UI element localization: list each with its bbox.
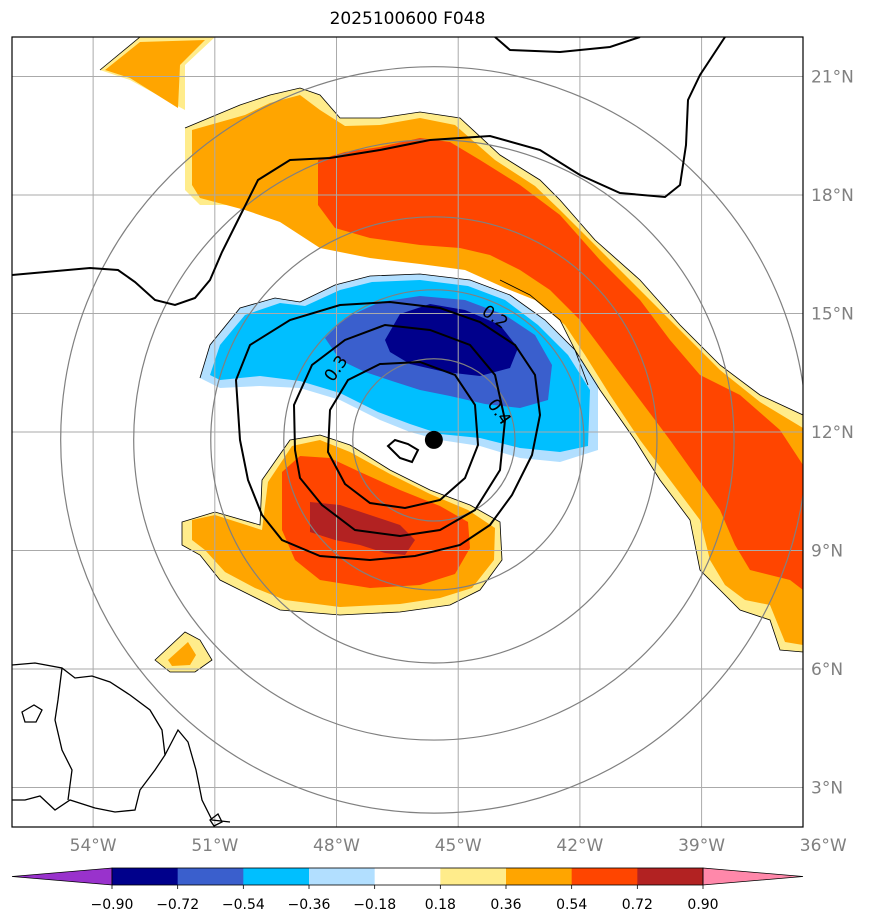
lat-tick-label: 18°N xyxy=(811,186,854,206)
outline-nw xyxy=(99,37,141,71)
range-ring xyxy=(210,216,658,664)
contour-0-3 xyxy=(292,323,507,538)
coastline-amapa xyxy=(164,728,231,823)
colorbar-segment xyxy=(440,868,507,885)
colorbar-tick-label: 0.18 xyxy=(425,897,456,913)
colorbar-tick-label: −0.72 xyxy=(156,897,199,913)
contour-lines xyxy=(12,37,726,562)
storm-center-marker xyxy=(424,430,443,449)
outline-sw-blob xyxy=(154,631,213,673)
lon-tick-label: 48°W xyxy=(313,836,360,856)
shade-band-orange xyxy=(192,95,803,645)
lat-tick-label: 6°N xyxy=(811,660,843,680)
colorbar-tick-label: 0.54 xyxy=(556,897,587,913)
range-ring xyxy=(352,358,516,522)
lat-tick-label: 9°N xyxy=(811,542,843,562)
contour-top xyxy=(494,37,641,54)
map-panel: 0.20.30.4 xyxy=(12,37,803,827)
lon-tick-label: 42°W xyxy=(556,836,603,856)
colorbar-under xyxy=(11,867,113,886)
colorbar-segment xyxy=(112,868,179,885)
lon-tick-label: 45°W xyxy=(435,836,482,856)
lat-tick-label: 12°N xyxy=(811,423,854,443)
contour-0-2-outer xyxy=(234,300,542,562)
island-small xyxy=(209,813,223,827)
coastline-inner xyxy=(54,667,73,801)
map-frame xyxy=(11,36,804,828)
shade-band-red xyxy=(318,138,803,590)
longitude-labels: 54°W 51°W 48°W 45°W 42°W 39°W 36°W xyxy=(70,836,847,856)
colorbar xyxy=(11,867,804,886)
lat-tick-label: 15°N xyxy=(811,305,854,325)
colorbar-tick-label: 0.36 xyxy=(490,897,521,913)
colorbar-segment xyxy=(243,868,310,885)
range-ring xyxy=(60,66,803,814)
contour-0-4 xyxy=(326,360,480,510)
outline-south-lobe xyxy=(181,434,503,616)
colorbar-tick-label: 0.72 xyxy=(622,897,653,913)
shade-north-navy xyxy=(385,304,518,376)
colorbar-segment xyxy=(571,868,638,885)
coastline-south-america xyxy=(12,662,166,813)
lon-tick-label: 39°W xyxy=(678,836,725,856)
island-marajo xyxy=(21,704,43,723)
contour-small-loop xyxy=(386,438,420,464)
lat-tick-label: 3°N xyxy=(811,779,843,799)
latitude-labels: 21°N 18°N 15°N 12°N 9°N 6°N 3°N xyxy=(811,68,854,799)
colorbar-over xyxy=(702,867,804,886)
colorbar-tick-label: 0.90 xyxy=(687,897,718,913)
colorbar-tick-label: −0.36 xyxy=(288,897,331,913)
range-ring xyxy=(283,289,585,591)
figure-title: 2025100600 F048 xyxy=(329,9,486,29)
lat-tick-label: 21°N xyxy=(811,68,854,88)
lon-tick-label: 54°W xyxy=(70,836,117,856)
colorbar-frame xyxy=(111,867,704,886)
colorbar-segment xyxy=(177,868,244,885)
colorbar-tick-label: −0.54 xyxy=(222,897,265,913)
lon-tick-label: 36°W xyxy=(800,836,847,856)
outline-band-south xyxy=(499,279,803,653)
outline-north-lobe xyxy=(199,273,589,386)
colorbar-tick-label: −0.90 xyxy=(91,897,134,913)
shade-sw-blob-core xyxy=(168,642,196,666)
colorbar-tick-label: −0.18 xyxy=(353,897,396,913)
colorbar-segment xyxy=(374,868,441,885)
colorbar-segment xyxy=(506,868,573,885)
lon-tick-label: 51°W xyxy=(191,836,238,856)
colorbar-segment xyxy=(309,868,376,885)
gridlines xyxy=(12,37,803,827)
shade-nw-orange xyxy=(105,40,205,108)
colorbar-labels: −0.90 −0.72 −0.54 −0.36 −0.18 0.18 0.36 0.54 0.7… xyxy=(91,885,719,913)
coastline xyxy=(12,662,231,827)
colorbar-segment xyxy=(637,868,704,885)
contour-north xyxy=(12,37,726,307)
